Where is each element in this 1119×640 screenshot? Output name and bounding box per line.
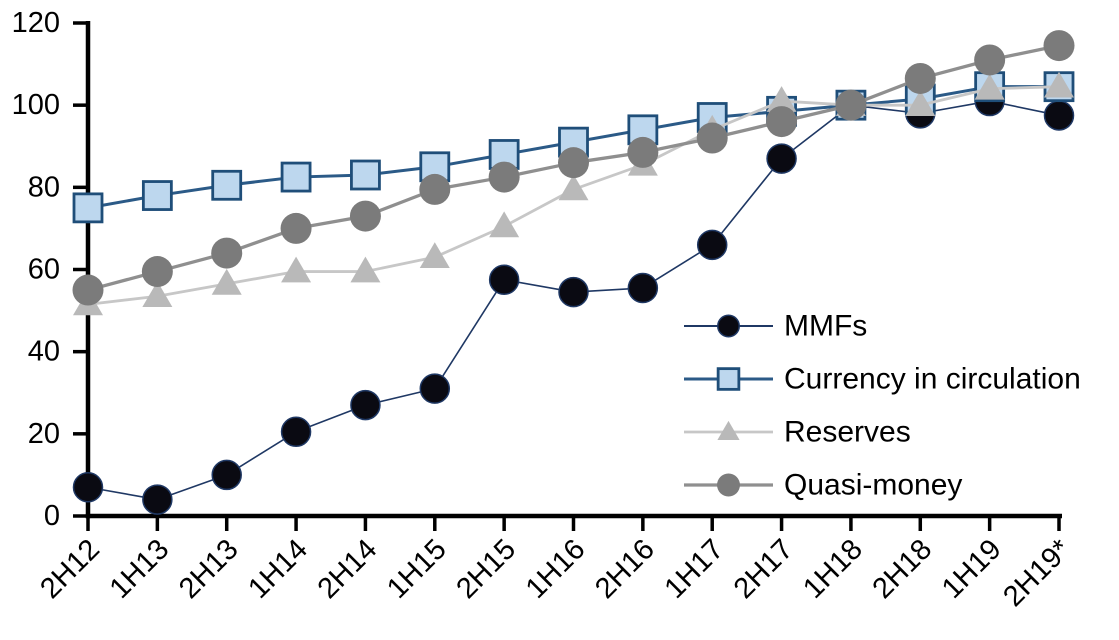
marker-quasi-money-1h16	[558, 147, 589, 179]
marker-quasi-money-1h17	[696, 122, 728, 154]
y-tick-label-40: 40	[28, 336, 60, 368]
marker-mmfs-1h14	[280, 416, 312, 448]
legend-label-reserves: Reserves	[784, 416, 911, 449]
legend-label-currency-in-circulation: Currency in circulation	[784, 363, 1081, 396]
legend-marker-quasi-money	[717, 473, 740, 497]
marker-reserves-1h13	[142, 281, 173, 308]
legend-label-mmfs: MMFs	[784, 310, 867, 343]
marker-mmfs-2h19	[1043, 100, 1075, 131]
y-tick-label-80: 80	[28, 171, 60, 203]
marker-quasi-money-1h19	[974, 44, 1006, 76]
legend-marker-mmfs	[717, 314, 740, 338]
marker-mmfs-2h17	[766, 143, 797, 174]
marker-mmfs-2h12	[72, 471, 104, 503]
marker-quasi-money-2h17	[766, 106, 798, 138]
marker-currency-in-circulation-2h14	[350, 159, 381, 191]
marker-quasi-money-1h15	[419, 173, 451, 205]
marker-currency-in-circulation-1h13	[141, 180, 173, 211]
marker-currency-in-circulation-2h12	[72, 192, 104, 224]
marker-reserves-1h19	[974, 73, 1005, 100]
marker-quasi-money-1h13	[141, 256, 173, 288]
y-tick-label-60: 60	[28, 254, 60, 286]
marker-reserves-2h13	[211, 268, 242, 295]
legend-marker-currency-in-circulation	[716, 367, 741, 391]
legend-label-quasi-money: Quasi-money	[784, 469, 962, 502]
marker-quasi-money-2h12	[72, 274, 104, 306]
marker-quasi-money-2h19	[1043, 30, 1075, 62]
marker-currency-in-circulation-2h13	[211, 169, 243, 201]
marker-reserves-1h16	[558, 174, 589, 201]
marker-quasi-money-2h13	[211, 237, 243, 269]
marker-quasi-money-2h15	[488, 161, 520, 193]
marker-reserves-1h14	[281, 256, 312, 283]
marker-mmfs-2h14	[350, 389, 381, 421]
marker-currency-in-circulation-1h14	[280, 161, 312, 193]
legend-marker-reserves	[717, 420, 740, 441]
marker-quasi-money-2h16	[627, 136, 659, 168]
marker-quasi-money-1h14	[280, 212, 312, 244]
marker-reserves-2h19	[1044, 71, 1074, 98]
marker-quasi-money-1h18	[835, 89, 867, 121]
y-tick-label-120: 120	[12, 7, 60, 39]
marker-mmfs-2h13	[211, 459, 242, 491]
marker-reserves-2h15	[489, 211, 520, 238]
y-tick-label-0: 0	[44, 500, 60, 532]
marker-reserves-2h17	[766, 86, 797, 112]
marker-mmfs-1h15	[419, 373, 451, 404]
marker-mmfs-1h16	[558, 276, 589, 308]
y-tick-label-20: 20	[28, 418, 60, 450]
marker-mmfs-1h13	[142, 484, 173, 515]
marker-reserves-2h14	[350, 256, 381, 283]
marker-reserves-2h18	[905, 90, 936, 117]
y-tick-label-100: 100	[12, 89, 60, 121]
marker-mmfs-1h17	[696, 229, 728, 261]
marker-reserves-1h15	[419, 242, 450, 269]
marker-quasi-money-2h14	[349, 200, 381, 232]
marker-mmfs-2h16	[627, 272, 659, 304]
marker-quasi-money-2h18	[904, 62, 936, 94]
marker-mmfs-2h15	[488, 264, 520, 296]
